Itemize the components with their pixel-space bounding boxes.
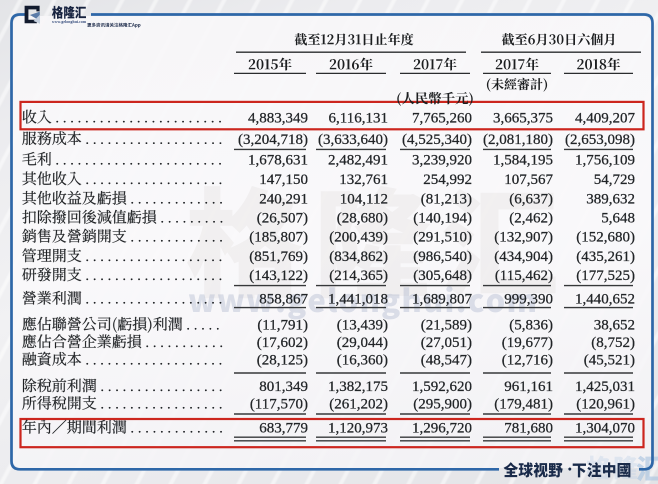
svg-text:(19,677): (19,677) bbox=[502, 335, 553, 351]
svg-text:(11,791): (11,791) bbox=[257, 318, 308, 334]
svg-text:(177,525): (177,525) bbox=[576, 268, 635, 284]
svg-text:54,729: 54,729 bbox=[594, 172, 635, 188]
svg-text:(214,365): (214,365) bbox=[329, 268, 388, 284]
svg-text:6,116,131: 6,116,131 bbox=[329, 110, 388, 126]
svg-text:(3,633,640): (3,633,640) bbox=[318, 132, 388, 148]
svg-text:(13,439): (13,439) bbox=[337, 318, 388, 334]
svg-text:(4,525,340): (4,525,340) bbox=[402, 132, 472, 148]
svg-text:(305,648): (305,648) bbox=[413, 268, 472, 284]
svg-text:240,291: 240,291 bbox=[259, 192, 308, 208]
svg-text:1,678,631: 1,678,631 bbox=[248, 153, 308, 169]
svg-text:2,482,491: 2,482,491 bbox=[328, 153, 388, 169]
svg-text:7,765,260: 7,765,260 bbox=[412, 110, 472, 126]
svg-text:1,592,620: 1,592,620 bbox=[412, 379, 472, 395]
svg-text:961,161: 961,161 bbox=[504, 379, 553, 395]
svg-text:(12,716): (12,716) bbox=[502, 353, 553, 369]
svg-text:(3,204,718): (3,204,718) bbox=[238, 132, 308, 148]
svg-text:(435,261): (435,261) bbox=[576, 249, 635, 265]
svg-text:(26,507): (26,507) bbox=[257, 211, 308, 227]
svg-text:(16,360): (16,360) bbox=[337, 353, 388, 369]
svg-text:(851,769): (851,769) bbox=[249, 249, 308, 265]
svg-text:132,761: 132,761 bbox=[339, 172, 388, 188]
svg-text:1,756,109: 1,756,109 bbox=[575, 153, 635, 169]
svg-text:1,296,720: 1,296,720 bbox=[412, 421, 472, 437]
svg-text:1,304,070: 1,304,070 bbox=[575, 421, 635, 437]
svg-text:1,689,807: 1,689,807 bbox=[412, 292, 473, 308]
svg-text:(834,862): (834,862) bbox=[329, 249, 388, 265]
svg-text:(6,637): (6,637) bbox=[509, 192, 553, 208]
svg-text:(2,653,098): (2,653,098) bbox=[565, 132, 635, 148]
svg-text:781,680: 781,680 bbox=[504, 421, 553, 437]
svg-text:(115,462): (115,462) bbox=[495, 268, 553, 284]
svg-text:(291,510): (291,510) bbox=[413, 230, 472, 246]
svg-text:999,390: 999,390 bbox=[504, 292, 553, 308]
svg-text:(132,907): (132,907) bbox=[494, 230, 553, 246]
svg-text:(2,462): (2,462) bbox=[509, 211, 553, 227]
svg-text:(8,752): (8,752) bbox=[591, 335, 635, 351]
svg-text:(261,202): (261,202) bbox=[329, 397, 388, 413]
svg-text:1,120,973: 1,120,973 bbox=[328, 421, 388, 437]
svg-text:3,665,375: 3,665,375 bbox=[493, 110, 553, 126]
svg-text:1,584,195: 1,584,195 bbox=[493, 153, 553, 169]
svg-text:(29,044): (29,044) bbox=[337, 335, 388, 351]
svg-text:(17,602): (17,602) bbox=[257, 335, 308, 351]
svg-text:(295,900): (295,900) bbox=[413, 397, 472, 413]
svg-text:38,652: 38,652 bbox=[594, 318, 635, 334]
svg-text:(27,051): (27,051) bbox=[421, 335, 472, 351]
svg-text:801,349: 801,349 bbox=[259, 379, 308, 395]
svg-text:107,567: 107,567 bbox=[504, 172, 553, 188]
svg-text:(48,547): (48,547) bbox=[421, 353, 472, 369]
svg-text:(986,540): (986,540) bbox=[413, 249, 472, 265]
svg-text:4,409,207: 4,409,207 bbox=[575, 110, 636, 126]
svg-text:683,779: 683,779 bbox=[259, 421, 308, 437]
svg-text:858,867: 858,867 bbox=[259, 292, 308, 308]
svg-text:(28,125): (28,125) bbox=[257, 353, 308, 369]
svg-text:www.gelonghui.com: www.gelonghui.com bbox=[52, 20, 87, 24]
svg-text:(140,194): (140,194) bbox=[413, 211, 472, 227]
svg-text:(152,680): (152,680) bbox=[576, 230, 635, 246]
svg-text:(117,570): (117,570) bbox=[250, 397, 308, 413]
svg-text:(2,081,180): (2,081,180) bbox=[483, 132, 553, 148]
svg-text:(143,122): (143,122) bbox=[249, 268, 308, 284]
svg-text:1,441,018: 1,441,018 bbox=[328, 292, 388, 308]
svg-text:254,992: 254,992 bbox=[423, 172, 472, 188]
svg-text:104,112: 104,112 bbox=[340, 192, 388, 208]
svg-text:1,382,175: 1,382,175 bbox=[328, 379, 388, 395]
svg-text:1,425,031: 1,425,031 bbox=[575, 379, 635, 395]
svg-text:147,150: 147,150 bbox=[259, 172, 308, 188]
svg-text:(120,961): (120,961) bbox=[576, 397, 635, 413]
svg-text:(81,213): (81,213) bbox=[421, 192, 472, 208]
svg-text:(45,521): (45,521) bbox=[584, 353, 635, 369]
svg-text:(185,807): (185,807) bbox=[249, 230, 308, 246]
svg-text:5,648: 5,648 bbox=[601, 211, 635, 227]
svg-text:(21,589): (21,589) bbox=[421, 318, 472, 334]
svg-text:389,632: 389,632 bbox=[586, 192, 635, 208]
svg-text:4,883,349: 4,883,349 bbox=[248, 110, 308, 126]
svg-text:(179,481): (179,481) bbox=[494, 397, 553, 413]
svg-text:(28,680): (28,680) bbox=[337, 211, 388, 227]
svg-text:(5,836): (5,836) bbox=[509, 318, 553, 334]
svg-text:1,440,652: 1,440,652 bbox=[575, 292, 635, 308]
svg-text:3,239,920: 3,239,920 bbox=[412, 153, 472, 169]
svg-text:(200,439): (200,439) bbox=[329, 230, 388, 246]
svg-text:(434,904): (434,904) bbox=[494, 249, 553, 265]
